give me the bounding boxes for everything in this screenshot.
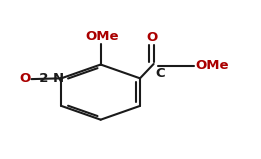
- Text: O: O: [19, 72, 30, 85]
- Text: OMe: OMe: [85, 30, 119, 43]
- Text: O: O: [146, 31, 157, 44]
- Text: C: C: [155, 67, 164, 80]
- Text: 2 N: 2 N: [30, 72, 64, 85]
- Text: OMe: OMe: [195, 59, 229, 72]
